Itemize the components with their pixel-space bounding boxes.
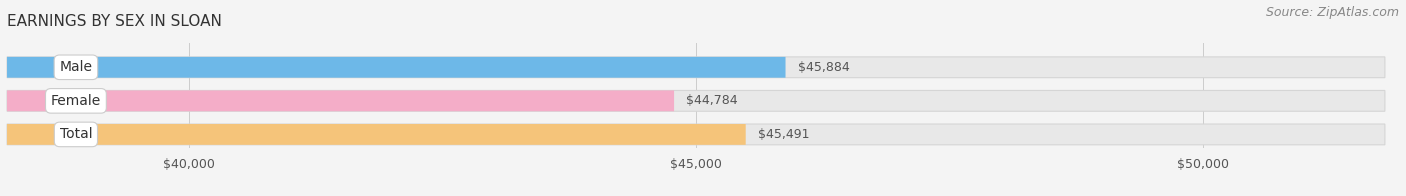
Text: Female: Female: [51, 94, 101, 108]
FancyBboxPatch shape: [7, 57, 786, 78]
Text: Male: Male: [59, 60, 93, 74]
Text: $45,491: $45,491: [758, 128, 810, 141]
Text: Source: ZipAtlas.com: Source: ZipAtlas.com: [1265, 6, 1399, 19]
FancyBboxPatch shape: [7, 90, 1385, 111]
Text: Total: Total: [59, 127, 93, 142]
Text: $45,884: $45,884: [797, 61, 849, 74]
Text: $44,784: $44,784: [686, 94, 738, 107]
FancyBboxPatch shape: [7, 124, 1385, 145]
FancyBboxPatch shape: [7, 90, 673, 111]
FancyBboxPatch shape: [7, 124, 745, 145]
FancyBboxPatch shape: [7, 57, 1385, 78]
Text: EARNINGS BY SEX IN SLOAN: EARNINGS BY SEX IN SLOAN: [7, 14, 222, 29]
